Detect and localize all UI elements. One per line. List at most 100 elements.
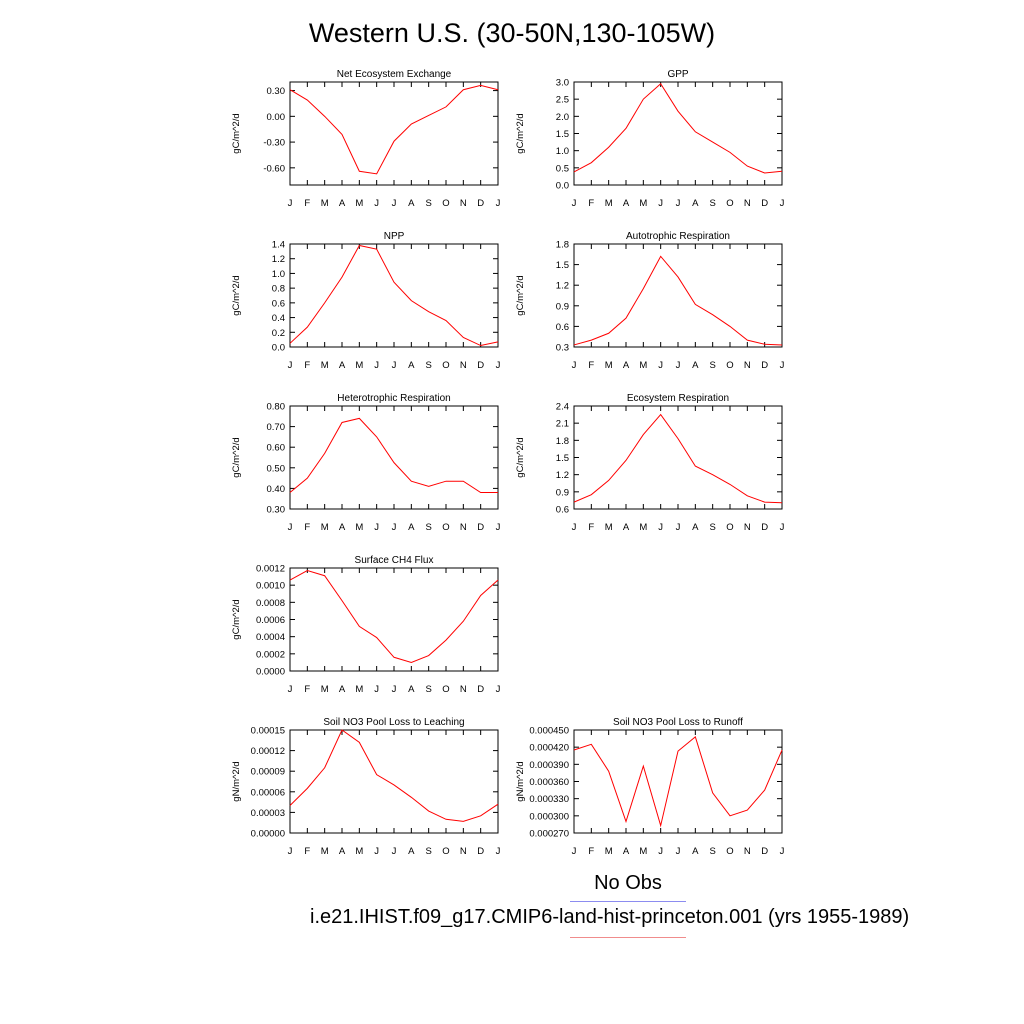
x-tick-label: M [639, 846, 647, 857]
x-tick-label: A [339, 522, 346, 533]
x-tick-label: J [676, 198, 681, 209]
x-tick-label: A [339, 360, 346, 371]
x-tick-label: A [623, 198, 630, 209]
x-tick-label: M [639, 360, 647, 371]
y-axis-label: gC/m^2/d [231, 113, 242, 153]
x-tick-label: J [392, 198, 397, 209]
x-tick-label: O [442, 684, 449, 695]
x-tick-label: S [425, 522, 431, 533]
x-tick-label: D [761, 360, 768, 371]
y-tick-label: 0.9 [556, 301, 569, 312]
panel-title: GPP [667, 69, 688, 80]
x-tick-label: S [425, 360, 431, 371]
y-tick-label: -0.60 [263, 163, 285, 174]
x-tick-label: J [288, 198, 293, 209]
y-tick-label: 0.00006 [251, 787, 285, 798]
y-tick-label: 0.000390 [529, 760, 569, 771]
x-tick-label: O [442, 360, 449, 371]
x-tick-label: J [780, 198, 785, 209]
x-tick-label: J [572, 522, 577, 533]
y-tick-label: 0.000450 [529, 726, 569, 737]
x-tick-label: J [658, 360, 663, 371]
y-tick-label: 2.4 [556, 402, 569, 413]
plot-frame [289, 729, 499, 834]
x-tick-label: D [477, 360, 484, 371]
series-line-npp [289, 244, 499, 347]
x-tick-label: J [392, 522, 397, 533]
y-axis-label: gC/m^2/d [515, 275, 526, 315]
y-tick-label: 1.2 [272, 254, 285, 265]
x-tick-label: A [623, 522, 630, 533]
y-tick-label: 0.4 [272, 313, 285, 324]
x-tick-label: N [460, 684, 467, 695]
x-tick-label: D [477, 522, 484, 533]
x-tick-label: A [408, 360, 415, 371]
x-tick-label: F [588, 522, 594, 533]
x-tick-label: J [374, 360, 379, 371]
y-tick-label: 0.40 [267, 484, 286, 495]
x-tick-label: M [321, 846, 329, 857]
x-tick-label: O [726, 360, 733, 371]
x-tick-label: O [726, 522, 733, 533]
y-tick-label: 2.0 [556, 112, 569, 123]
y-tick-label: 0.80 [267, 402, 286, 413]
x-tick-label: F [588, 846, 594, 857]
panel-heterotrophic-respiration: Heterotrophic Respiration gC/m^2/d 0.30 0.4… [231, 393, 501, 533]
y-tick-label: 0.50 [267, 463, 286, 474]
x-tick-label: M [355, 522, 363, 533]
y-tick-label: 1.0 [272, 269, 285, 280]
x-tick-label: M [321, 522, 329, 533]
x-tick-label: M [355, 846, 363, 857]
x-tick-label: S [425, 846, 431, 857]
y-axis-label: gC/m^2/d [231, 275, 242, 315]
x-tick-label: A [623, 360, 630, 371]
legend-obs-label: No Obs [594, 872, 662, 894]
plot-frame [573, 405, 783, 510]
y-tick-label: 1.5 [556, 260, 569, 271]
y-tick-label: 1.2 [556, 470, 569, 481]
panel-title: Autotrophic Respiration [626, 231, 730, 242]
plot-frame [289, 567, 499, 672]
y-axis-label: gN/m^2/d [231, 761, 242, 801]
x-tick-label: J [780, 522, 785, 533]
x-tick-label: O [442, 198, 449, 209]
x-tick-label: J [658, 198, 663, 209]
x-tick-label: J [496, 198, 501, 209]
x-tick-label: F [304, 684, 310, 695]
y-tick-label: 0.6 [556, 322, 569, 333]
x-tick-label: J [572, 198, 577, 209]
series-line-gpp [573, 82, 783, 174]
y-axis-label: gC/m^2/d [231, 437, 242, 477]
y-tick-label: 0.0012 [256, 564, 285, 575]
panel-ecosystem-respiration: Ecosystem Respiration gC/m^2/d 0.6 0.9 1.2 1.… [515, 393, 785, 533]
x-tick-label: N [460, 522, 467, 533]
y-tick-label: 2.1 [556, 419, 569, 430]
x-tick-label: D [477, 684, 484, 695]
x-tick-label: J [572, 846, 577, 857]
x-tick-label: J [676, 522, 681, 533]
y-tick-label: 0.60 [267, 443, 286, 454]
x-tick-label: M [605, 846, 613, 857]
series-line-surface-ch4-flux [289, 570, 499, 663]
y-tick-label: 1.5 [556, 453, 569, 464]
panel-surface-ch4-flux: Surface CH4 Flux gC/m^2/d 0.0000 0.0002 0.00… [231, 555, 501, 695]
panel-net-ecosystem-exchange: Net Ecosystem Exchange gC/m^2/d -0.60 -0.30… [231, 69, 501, 209]
y-tick-label: 0.0010 [256, 581, 285, 592]
plot-frame [289, 81, 499, 186]
y-tick-label: 0.000360 [529, 777, 569, 788]
y-tick-label: 1.2 [556, 281, 569, 292]
y-tick-label: 1.8 [556, 240, 569, 251]
series-line-soil-no3-pool-loss-to-runoff [573, 736, 783, 828]
series-line-ecosystem-respiration [573, 413, 783, 504]
y-tick-label: 2.5 [556, 95, 569, 106]
y-tick-label: 0.000420 [529, 743, 569, 754]
series-line-soil-no3-pool-loss-to-leaching [289, 729, 499, 822]
x-tick-label: J [496, 522, 501, 533]
x-tick-label: O [726, 846, 733, 857]
y-axis-label: gC/m^2/d [515, 437, 526, 477]
x-tick-label: S [425, 198, 431, 209]
y-tick-label: 0.5 [556, 163, 569, 174]
x-tick-label: S [709, 360, 715, 371]
x-tick-label: F [304, 522, 310, 533]
